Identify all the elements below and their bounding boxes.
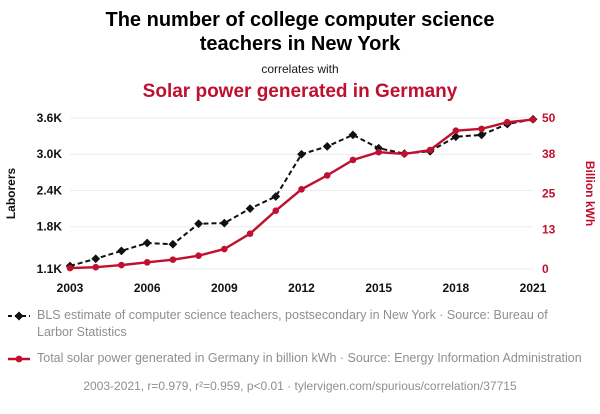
left-axis-title: Laborers xyxy=(4,168,18,220)
circle-marker xyxy=(323,172,331,179)
circle-marker xyxy=(349,156,357,164)
chart-title: The number of college computer science t… xyxy=(105,9,495,55)
right-axis-tick-label: 25 xyxy=(542,187,556,201)
red-circle-marker-icon xyxy=(8,355,30,363)
diamond-marker xyxy=(271,192,281,202)
circle-marker xyxy=(118,261,125,269)
chart-header: The number of college computer science t… xyxy=(0,0,600,103)
diamond-marker xyxy=(297,150,306,159)
chart-subtitle: Solar power generated in Germany xyxy=(142,81,458,103)
diamond-marker xyxy=(245,204,255,214)
circle-marker xyxy=(298,186,305,193)
x-axis-tick-label: 2012 xyxy=(288,281,315,295)
left-axis-tick-label: 3.6K xyxy=(37,111,63,125)
right-axis-tick-label: 38 xyxy=(542,147,556,161)
right-axis-tick-label: 50 xyxy=(542,111,556,125)
legend-label-teachers: BLS estimate of computer science teacher… xyxy=(37,308,548,340)
dual-axis-line-chart: 1.1K 1.8K 2.4K 3.0K 3.6K 0 13 25 38 50 2003 2006 200… xyxy=(4,111,597,295)
legend-item-teachers: BLS estimate of computer science teacher… xyxy=(8,307,586,341)
left-axis-tick-label: 1.1K xyxy=(37,262,63,276)
right-axis-tick-label: 0 xyxy=(542,262,549,276)
circle-marker xyxy=(143,259,151,266)
left-axis-tick-label: 3.0K xyxy=(37,147,63,161)
right-axis-tick-label: 13 xyxy=(542,223,556,237)
x-axis-tick-label: 2015 xyxy=(365,281,392,295)
diamond-marker xyxy=(322,142,332,151)
legend-label-solar: Total solar power generated in Germany i… xyxy=(37,350,582,365)
circle-marker xyxy=(452,127,460,135)
circle-marker xyxy=(503,119,511,126)
circle-marker xyxy=(401,150,408,158)
chart-connector-text: correlates with xyxy=(261,62,339,77)
x-axis-tick-label: 2003 xyxy=(57,281,84,295)
circle-marker xyxy=(195,252,202,260)
circle-marker xyxy=(66,264,74,272)
circle-marker xyxy=(529,116,537,123)
circle-marker xyxy=(221,245,228,253)
legend-item-solar: Total solar power generated in Germany i… xyxy=(8,350,586,367)
diamond-marker xyxy=(168,240,178,249)
circle-marker xyxy=(169,256,177,264)
circle-marker xyxy=(272,207,280,215)
x-axis-tick-label: 2018 xyxy=(442,281,469,295)
circle-marker xyxy=(246,230,254,238)
diamond-marker xyxy=(348,130,358,140)
black-diamond-marker-icon xyxy=(8,311,30,321)
x-axis-tick-label: 2021 xyxy=(520,281,547,295)
left-axis-tick-label: 1.8K xyxy=(37,220,63,234)
circle-marker xyxy=(375,149,382,156)
circle-marker xyxy=(92,264,100,271)
diamond-marker xyxy=(142,238,152,248)
x-axis-tick-label: 2006 xyxy=(134,281,161,295)
stats-footer: 2003-2021, r=0.979, r²=0.959, p<0.01 · t… xyxy=(83,378,517,393)
diamond-marker xyxy=(219,218,229,228)
right-axis-title: Billion kWh xyxy=(583,161,597,226)
diamond-marker xyxy=(91,254,101,264)
chart-legend: BLS estimate of computer science teacher… xyxy=(0,301,600,376)
circle-marker xyxy=(426,146,434,154)
series-line-diamond xyxy=(69,118,534,268)
x-axis-tick-label: 2009 xyxy=(211,281,238,295)
circle-marker xyxy=(478,125,485,133)
diamond-marker xyxy=(117,246,126,256)
left-axis-tick-label: 2.4K xyxy=(37,184,63,198)
